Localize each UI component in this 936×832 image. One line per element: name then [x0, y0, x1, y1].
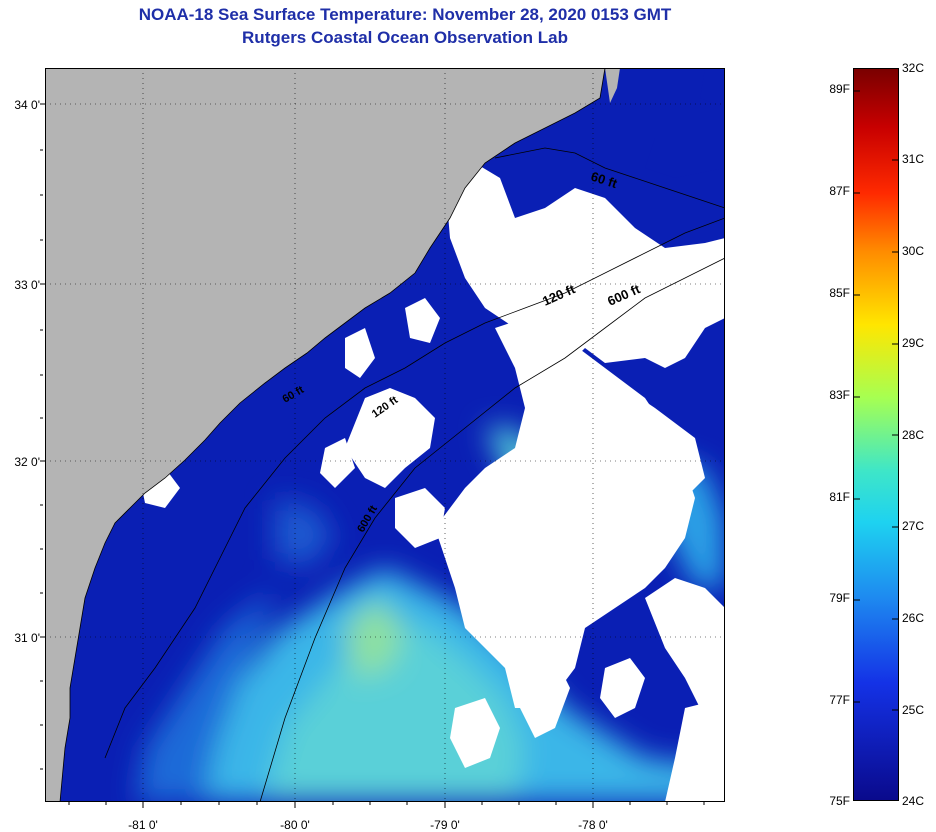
- lon-label-78: -78 0': [578, 818, 608, 832]
- bathymetry-contours: [104, 147, 725, 802]
- land-sliver: [605, 68, 620, 103]
- colorbar-label-32C: 32C: [902, 61, 925, 75]
- colorbar-label-24C: 24C: [902, 794, 925, 808]
- cloud-cover: [70, 68, 725, 802]
- colorbar-label-81F: 81F: [829, 490, 850, 504]
- lat-label-34: 34 0': [14, 98, 40, 112]
- sst-map: 60 ft 120 ft 600 ft 60 ft 120 ft 600 ft: [45, 68, 725, 802]
- map-border: [45, 68, 725, 802]
- temperature-colorbar: [853, 68, 899, 801]
- colorbar-label-30C: 30C: [902, 244, 925, 258]
- colorbar-gradient: [854, 69, 898, 800]
- coastline: [59, 68, 606, 802]
- sst-map-canvas: 60 ft 120 ft 600 ft 60 ft 120 ft 600 ft: [45, 68, 725, 802]
- colorbar-label-77F: 77F: [829, 693, 850, 707]
- lat-label-33: 33 0': [14, 278, 40, 292]
- colorbar-label-89F: 89F: [829, 82, 850, 96]
- colorbar-label-83F: 83F: [829, 388, 850, 402]
- colorbar-label-29C: 29C: [902, 336, 925, 350]
- colorbar-label-87F: 87F: [829, 184, 850, 198]
- colorbar-label-26C: 26C: [902, 611, 925, 625]
- lat-label-31: 31 0': [14, 631, 40, 645]
- colorbar-label-75F: 75F: [829, 794, 850, 808]
- colorbar-label-27C: 27C: [902, 519, 925, 533]
- colorbar-label-28C: 28C: [902, 428, 925, 442]
- colorbar-label-79F: 79F: [829, 591, 850, 605]
- lon-label-80: -80 0': [280, 818, 310, 832]
- colorbar-label-31C: 31C: [902, 152, 925, 166]
- lon-label-81: -81 0': [128, 818, 158, 832]
- map-subtitle: Rutgers Coastal Ocean Observation Lab: [242, 28, 568, 47]
- land-mass: [45, 68, 605, 802]
- lon-label-79: -79 0': [430, 818, 460, 832]
- lat-label-32: 32 0': [14, 455, 40, 469]
- colorbar-label-85F: 85F: [829, 286, 850, 300]
- colorbar-label-25C: 25C: [902, 703, 925, 717]
- map-title: NOAA-18 Sea Surface Temperature: Novembe…: [138, 5, 672, 24]
- graticule: [45, 68, 725, 802]
